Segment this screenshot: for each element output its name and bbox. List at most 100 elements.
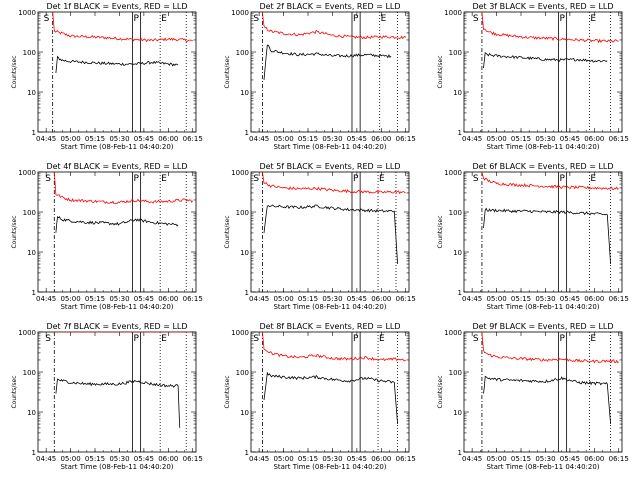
x-axis-label: Start Time (08-Feb-11 04:40:20)	[273, 303, 386, 311]
x-tick-label: 06:00	[371, 135, 391, 143]
y-tick-label: 10	[27, 89, 36, 97]
x-tick-label: 05:00	[486, 455, 506, 463]
detector-panel-4: Det 4f BLACK = Events, RED = LLD 1 10 100 10…	[11, 162, 203, 311]
plot-frame	[463, 11, 623, 133]
lld-series-line	[481, 172, 619, 190]
y-tick-label: 10	[27, 409, 36, 417]
detector-panel-1: Det 1f BLACK = Events, RED = LLD 1 10 100 10…	[11, 2, 203, 151]
y-tick-label: 1	[458, 289, 462, 297]
panel-title: Det 1f BLACK = Events, RED = LLD	[46, 2, 187, 11]
y-tick-label: 1	[32, 129, 36, 137]
x-tick-label: 06:00	[371, 295, 391, 303]
detector-panel-6: Det 6f BLACK = Events, RED = LLD 1 10 100 10…	[437, 162, 629, 311]
y-tick-label: 10	[240, 89, 249, 97]
x-tick-label: 04:45	[249, 455, 269, 463]
plot-frame	[37, 331, 197, 453]
y-tick-label: 10	[453, 409, 462, 417]
lld-series-line	[262, 332, 406, 362]
events-series-line	[263, 44, 392, 81]
x-tick-label: 05:15	[511, 135, 531, 143]
start-marker-label: S	[45, 174, 51, 184]
x-tick-label: 05:45	[560, 295, 580, 303]
start-marker-label: S	[253, 174, 259, 184]
peak-marker-label: P	[559, 14, 565, 24]
x-tick-label: 06:15	[396, 135, 416, 143]
x-tick-label: 05:30	[322, 295, 342, 303]
x-tick-label: 05:30	[535, 295, 555, 303]
y-tick-label: 10	[240, 409, 249, 417]
plot-frame	[463, 331, 623, 453]
x-tick-label: 05:00	[273, 135, 293, 143]
peak-marker-label: P	[353, 14, 359, 24]
panel-title: Det 2f BLACK = Events, RED = LLD	[259, 2, 400, 11]
end-marker-label: E	[161, 334, 167, 344]
lld-series-line	[262, 172, 406, 195]
y-tick-label: 100	[23, 209, 36, 217]
y-axis-label: Counts/sec	[437, 375, 444, 408]
x-axis-label: Start Time (08-Feb-11 04:40:20)	[486, 143, 599, 151]
y-tick-label: 1000	[444, 329, 462, 337]
detector-panel-2: Det 2f BLACK = Events, RED = LLD 1 10 100 10…	[224, 2, 416, 151]
y-axis-label: Counts/sec	[11, 215, 18, 248]
y-tick-label: 1	[458, 129, 462, 137]
x-tick-label: 06:15	[609, 295, 629, 303]
y-axis-label: Counts/sec	[11, 375, 18, 408]
end-marker-label: E	[379, 334, 385, 344]
x-axis-label: Start Time (08-Feb-11 04:40:20)	[60, 463, 173, 471]
lld-series-line	[262, 12, 407, 40]
x-tick-label: 06:00	[584, 295, 604, 303]
x-tick-label: 04:45	[462, 295, 482, 303]
x-tick-label: 06:15	[609, 455, 629, 463]
x-tick-label: 06:00	[371, 455, 391, 463]
plot-frame	[250, 11, 410, 133]
x-tick-label: 05:45	[347, 455, 367, 463]
start-marker-label: S	[44, 14, 50, 24]
peak-marker-label: P	[133, 334, 139, 344]
events-series-line	[483, 207, 611, 265]
plot-frame	[37, 171, 197, 293]
detector-panel-5: Det 5f BLACK = Events, RED = LLD 1 10 100 10…	[224, 162, 416, 311]
x-tick-label: 04:45	[462, 455, 482, 463]
y-tick-label: 1	[32, 449, 36, 457]
y-tick-label: 1	[458, 449, 462, 457]
x-tick-label: 04:45	[36, 135, 56, 143]
y-tick-label: 100	[449, 209, 462, 217]
x-tick-label: 05:45	[560, 135, 580, 143]
panel-title: Det 9f BLACK = Events, RED = LLD	[472, 322, 613, 331]
x-tick-label: 05:15	[298, 455, 318, 463]
plot-frame	[250, 171, 410, 293]
x-axis-label: Start Time (08-Feb-11 04:40:20)	[60, 143, 173, 151]
start-marker-label: S	[473, 174, 479, 184]
x-tick-label: 06:00	[158, 455, 178, 463]
y-tick-label: 100	[236, 49, 249, 57]
x-tick-label: 06:15	[183, 455, 203, 463]
y-tick-label: 1000	[231, 9, 249, 17]
x-tick-label: 05:30	[535, 135, 555, 143]
y-tick-label: 100	[449, 369, 462, 377]
detector-panel-3: Det 3f BLACK = Events, RED = LLD 1 10 100 10…	[437, 2, 629, 151]
peak-marker-label: P	[133, 174, 139, 184]
y-tick-label: 1000	[18, 169, 36, 177]
x-tick-label: 05:15	[298, 135, 318, 143]
peak-marker-label: P	[353, 334, 359, 344]
plot-frame	[37, 11, 197, 133]
events-series-line	[483, 51, 608, 69]
y-tick-label: 10	[453, 89, 462, 97]
x-tick-label: 05:00	[486, 295, 506, 303]
peak-marker-label: P	[133, 14, 139, 24]
x-axis-label: Start Time (08-Feb-11 04:40:20)	[486, 303, 599, 311]
x-tick-label: 05:30	[535, 455, 555, 463]
y-tick-label: 10	[27, 249, 36, 257]
x-tick-label: 05:00	[486, 135, 506, 143]
x-tick-label: 05:45	[134, 135, 154, 143]
lld-series-line	[481, 332, 619, 364]
lld-series-line	[53, 172, 194, 204]
x-tick-label: 05:45	[134, 295, 154, 303]
events-series-line	[55, 378, 181, 428]
y-tick-label: 10	[453, 249, 462, 257]
y-tick-label: 1000	[18, 329, 36, 337]
end-marker-label: E	[590, 174, 596, 184]
peak-marker-label: P	[353, 174, 359, 184]
x-axis-label: Start Time (08-Feb-11 04:40:20)	[273, 143, 386, 151]
